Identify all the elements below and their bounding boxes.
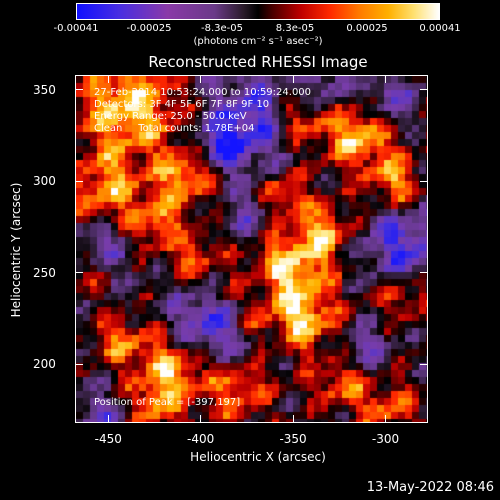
x-tick-label: -350	[279, 432, 307, 446]
x-axis-label: Heliocentric X (arcsec)	[190, 450, 326, 464]
x-tick-mark	[200, 75, 202, 83]
y-tick-mark	[75, 180, 83, 182]
y-tick-label: 200	[33, 357, 56, 372]
y-tick-mark	[75, 89, 83, 91]
image-plot-area: 27-Feb-2014 10:53:24.000 to 10:59:24.000…	[75, 75, 428, 423]
x-tick-label: -300	[371, 432, 400, 446]
plot-title: Reconstructed RHESSI Image	[148, 53, 368, 71]
x-tick-mark	[292, 75, 294, 83]
y-tick-mark	[420, 272, 428, 274]
peak-position-label: Position of Peak = [-397,197]	[94, 397, 241, 408]
x-tick-label: -400	[187, 432, 215, 446]
colorbar-unit-label: (photons cm⁻² s⁻¹ asec⁻²)	[193, 36, 323, 47]
y-tick-mark	[420, 180, 428, 182]
colorbar	[76, 3, 440, 20]
x-tick-mark	[384, 415, 386, 423]
colorbar-tick: -0.00041	[53, 23, 99, 34]
colorbar-tick: 0.00025	[346, 23, 388, 34]
info-detectors: Detectors: 3F 4F 5F 6F 7F 8F 9F 10	[94, 99, 270, 110]
y-axis-label: Heliocentric Y (arcsec)	[9, 182, 23, 318]
y-tick-mark	[75, 272, 83, 274]
x-tick-mark	[200, 415, 202, 423]
colorbar-tick: -8.3e-05	[201, 23, 243, 34]
timestamp-footer: 13-May-2022 08:46	[366, 480, 494, 495]
y-tick-label: 350	[33, 82, 56, 97]
info-time-range: 27-Feb-2014 10:53:24.000 to 10:59:24.000	[94, 87, 312, 98]
x-tick-mark	[107, 415, 109, 423]
colorbar-tick: -0.00025	[126, 23, 172, 34]
y-tick-label: 250	[33, 265, 56, 280]
x-tick-mark	[292, 415, 294, 423]
colorbar-tick: 0.00041	[419, 23, 461, 34]
info-clean-counts: Clean Total counts: 1.78E+04	[94, 123, 255, 134]
x-tick-mark	[107, 75, 109, 83]
y-tick-mark	[420, 89, 428, 91]
y-tick-label: 300	[33, 174, 56, 189]
x-tick-mark	[384, 75, 386, 83]
y-tick-mark	[75, 363, 83, 365]
colorbar-tick: 8.3e-05	[275, 23, 315, 34]
heatmap-image	[76, 76, 427, 422]
x-tick-label: -450	[94, 432, 122, 446]
y-tick-mark	[420, 363, 428, 365]
info-energy-range: Energy Range: 25.0 - 50.0 keV	[94, 111, 247, 122]
